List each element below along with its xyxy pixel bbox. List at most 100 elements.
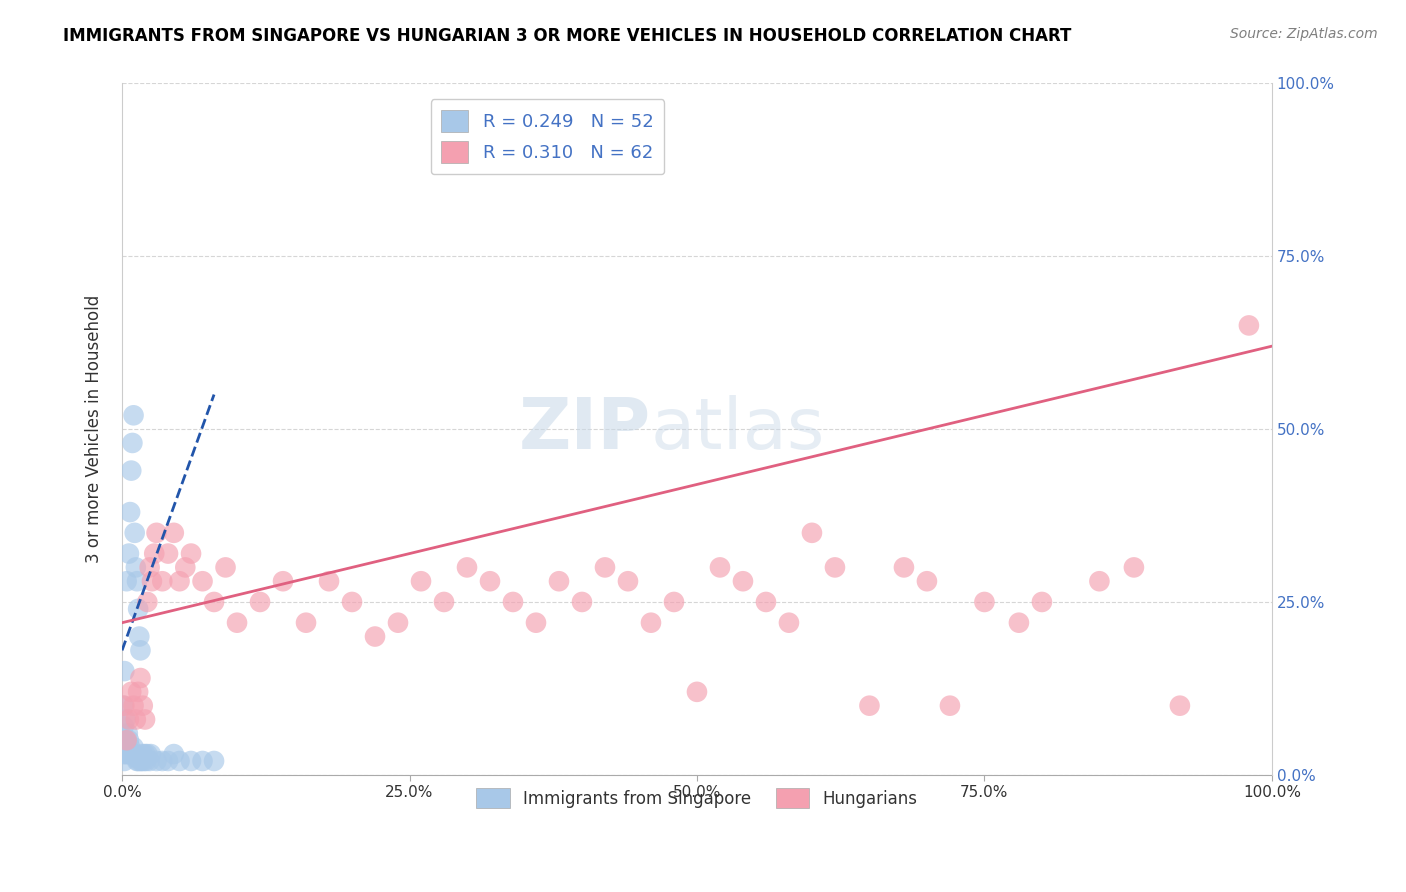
Point bbox=[122, 740, 145, 755]
Point bbox=[145, 525, 167, 540]
Point bbox=[1237, 318, 1260, 333]
Point bbox=[143, 547, 166, 561]
Point bbox=[226, 615, 249, 630]
Point bbox=[132, 754, 155, 768]
Point bbox=[571, 595, 593, 609]
Point bbox=[824, 560, 846, 574]
Point bbox=[127, 754, 149, 768]
Point bbox=[617, 574, 640, 589]
Point bbox=[139, 747, 162, 761]
Point bbox=[112, 664, 135, 678]
Point bbox=[115, 574, 138, 589]
Point bbox=[409, 574, 432, 589]
Point bbox=[121, 747, 143, 761]
Point bbox=[112, 747, 135, 761]
Point bbox=[893, 560, 915, 574]
Point bbox=[117, 726, 139, 740]
Point bbox=[129, 643, 152, 657]
Point bbox=[125, 560, 148, 574]
Point bbox=[118, 547, 141, 561]
Point bbox=[112, 698, 135, 713]
Point bbox=[124, 525, 146, 540]
Point bbox=[191, 754, 214, 768]
Point bbox=[129, 754, 152, 768]
Point bbox=[973, 595, 995, 609]
Point bbox=[1031, 595, 1053, 609]
Point bbox=[191, 574, 214, 589]
Point bbox=[340, 595, 363, 609]
Point bbox=[858, 698, 880, 713]
Text: ZIP: ZIP bbox=[519, 394, 651, 464]
Point bbox=[157, 754, 180, 768]
Point bbox=[662, 595, 685, 609]
Point bbox=[640, 615, 662, 630]
Point bbox=[118, 733, 141, 747]
Point bbox=[1008, 615, 1031, 630]
Point bbox=[502, 595, 524, 609]
Point bbox=[136, 747, 159, 761]
Point bbox=[131, 754, 153, 768]
Point bbox=[548, 574, 571, 589]
Point bbox=[112, 698, 135, 713]
Point bbox=[114, 713, 136, 727]
Point bbox=[778, 615, 800, 630]
Point bbox=[125, 754, 148, 768]
Point bbox=[122, 409, 145, 423]
Point bbox=[132, 747, 155, 761]
Point bbox=[129, 671, 152, 685]
Point bbox=[125, 750, 148, 764]
Point bbox=[150, 754, 173, 768]
Point bbox=[132, 698, 155, 713]
Point bbox=[112, 754, 135, 768]
Point bbox=[117, 747, 139, 761]
Point bbox=[1088, 574, 1111, 589]
Point bbox=[115, 740, 138, 755]
Text: IMMIGRANTS FROM SINGAPORE VS HUNGARIAN 3 OR MORE VEHICLES IN HOUSEHOLD CORRELATI: IMMIGRANTS FROM SINGAPORE VS HUNGARIAN 3… bbox=[63, 27, 1071, 45]
Point bbox=[163, 525, 186, 540]
Point bbox=[128, 630, 150, 644]
Point bbox=[180, 547, 202, 561]
Point bbox=[731, 574, 754, 589]
Point bbox=[202, 754, 225, 768]
Point bbox=[800, 525, 823, 540]
Point bbox=[214, 560, 236, 574]
Point bbox=[456, 560, 478, 574]
Point bbox=[138, 754, 160, 768]
Point bbox=[125, 713, 148, 727]
Point bbox=[939, 698, 962, 713]
Point bbox=[136, 595, 159, 609]
Point bbox=[755, 595, 778, 609]
Point bbox=[150, 574, 173, 589]
Point bbox=[387, 615, 409, 630]
Point bbox=[127, 685, 149, 699]
Point bbox=[479, 574, 502, 589]
Point bbox=[120, 505, 142, 519]
Text: atlas: atlas bbox=[651, 394, 825, 464]
Point bbox=[141, 574, 163, 589]
Point bbox=[163, 747, 186, 761]
Point bbox=[115, 733, 138, 747]
Point bbox=[138, 560, 160, 574]
Point bbox=[112, 719, 135, 733]
Point bbox=[112, 733, 135, 747]
Point bbox=[686, 685, 709, 699]
Point bbox=[169, 754, 191, 768]
Point bbox=[593, 560, 616, 574]
Point bbox=[295, 615, 318, 630]
Point bbox=[114, 747, 136, 761]
Point bbox=[433, 595, 456, 609]
Point bbox=[124, 747, 146, 761]
Point bbox=[128, 750, 150, 764]
Point bbox=[114, 740, 136, 755]
Point bbox=[364, 630, 387, 644]
Point bbox=[1122, 560, 1144, 574]
Point bbox=[120, 740, 142, 755]
Point bbox=[202, 595, 225, 609]
Point bbox=[118, 713, 141, 727]
Point bbox=[915, 574, 938, 589]
Point bbox=[122, 698, 145, 713]
Point bbox=[135, 754, 157, 768]
Point bbox=[125, 574, 148, 589]
Point bbox=[120, 747, 142, 761]
Point bbox=[524, 615, 547, 630]
